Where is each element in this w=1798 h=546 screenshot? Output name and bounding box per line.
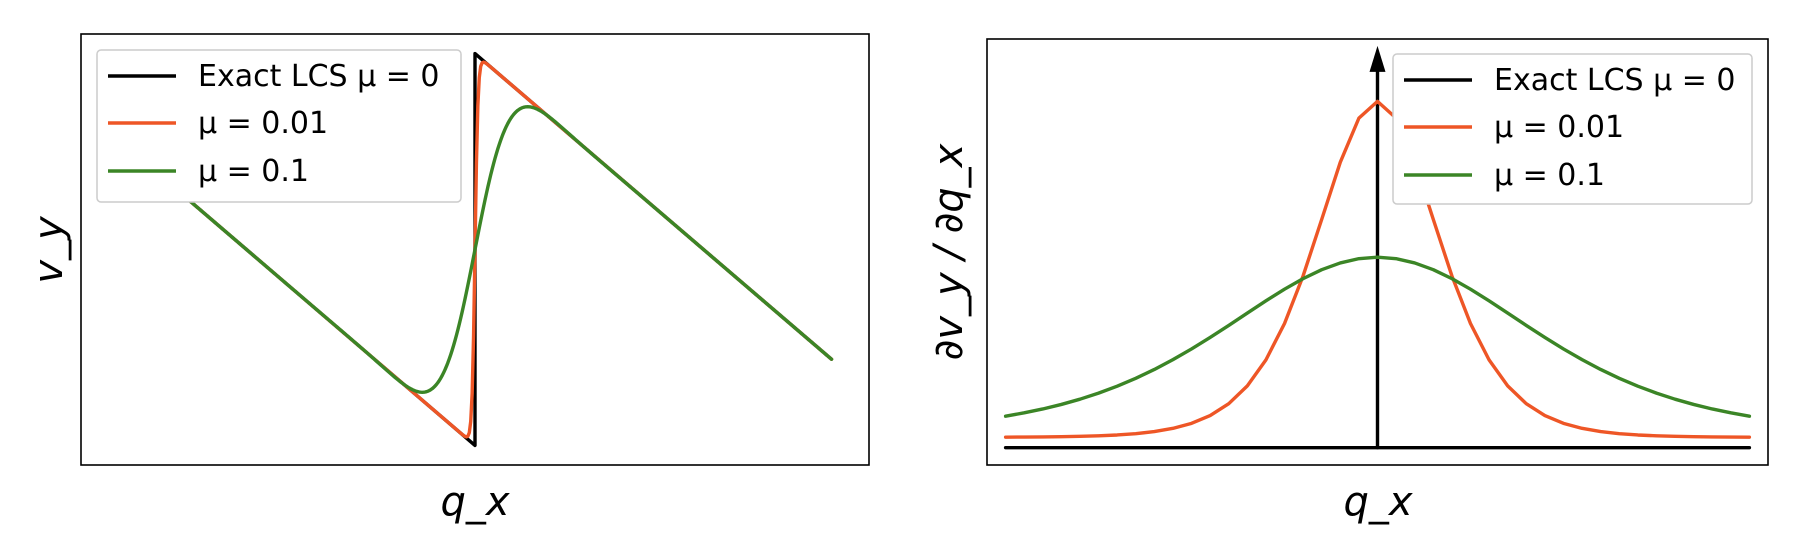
left-legend-box xyxy=(96,49,462,203)
left-legend-label-mu01: μ = 0.1 xyxy=(198,154,309,189)
right-legend-label-exact: Exact LCS μ = 0 xyxy=(1494,63,1736,98)
right-spike-arrowhead xyxy=(1369,45,1386,72)
right-xlabel: q_x xyxy=(1343,479,1412,525)
right-curves xyxy=(1003,45,1752,450)
right-axes-frame xyxy=(986,38,1769,466)
right-ylabel: ∂v_y / ∂q_x xyxy=(926,143,972,360)
right-chart: Exact LCS μ = 0 μ = 0.01 μ = 0.1 q_x ∂v_… xyxy=(926,38,1769,525)
left-curve-mu01 xyxy=(116,105,834,394)
left-xlabel: q_x xyxy=(440,479,509,525)
left-ylabel: v_y xyxy=(26,215,72,284)
right-legend: Exact LCS μ = 0 μ = 0.01 μ = 0.1 xyxy=(1392,53,1753,205)
left-legend-label-exact: Exact LCS μ = 0 xyxy=(198,59,440,94)
right-curve-mu01 xyxy=(1003,255,1752,418)
right-legend-label-mu001: μ = 0.01 xyxy=(1494,110,1624,145)
right-curve-mu001 xyxy=(1003,99,1752,439)
left-legend-label-mu001: μ = 0.01 xyxy=(198,106,328,141)
left-axes-frame xyxy=(80,33,870,466)
left-chart: Exact LCS μ = 0 μ = 0.01 μ = 0.1 q_x v_y xyxy=(26,33,870,525)
left-legend: Exact LCS μ = 0 μ = 0.01 μ = 0.1 xyxy=(96,49,462,203)
right-legend-box xyxy=(1392,53,1753,205)
right-legend-label-mu01: μ = 0.1 xyxy=(1494,158,1605,193)
left-curves xyxy=(116,51,834,448)
